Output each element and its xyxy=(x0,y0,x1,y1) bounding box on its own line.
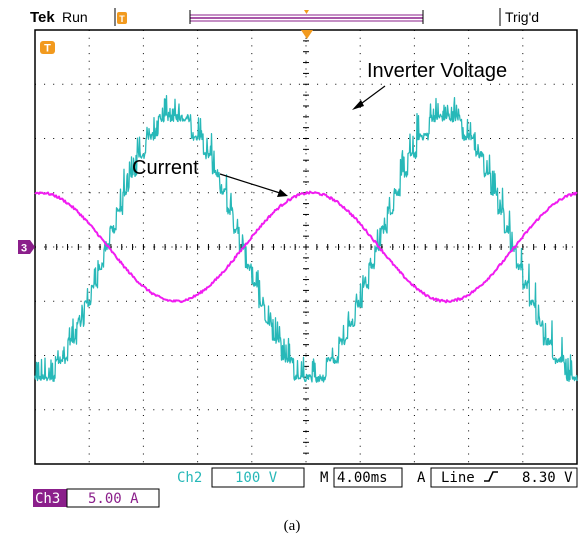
ch2-scale-box xyxy=(211,467,305,488)
trigger-mode-label: A xyxy=(417,470,426,486)
ch3-scale: 5.00 A xyxy=(88,491,139,507)
svg-text:T: T xyxy=(44,43,51,55)
timebase-box xyxy=(333,467,403,488)
record-position-bar xyxy=(189,10,424,24)
ch3-scale-box xyxy=(66,488,160,508)
timebase-value: 4.00ms xyxy=(337,470,388,486)
trigger-level-marker: T xyxy=(40,41,55,55)
trigger-level-value: 8.30 V xyxy=(522,470,573,486)
ch3-ground-marker: 3 xyxy=(18,240,35,255)
annotation-arrow-current xyxy=(219,173,288,197)
series-current xyxy=(34,190,578,304)
svg-text:T: T xyxy=(119,14,125,24)
ch3-label-box xyxy=(33,489,67,507)
ch2-scale: 100 V xyxy=(235,470,278,486)
waveform-layer xyxy=(34,95,578,383)
ch3-label: Ch3 xyxy=(35,491,60,507)
trigger-state: Trig'd xyxy=(505,9,539,25)
trigger-box xyxy=(430,467,578,488)
annotation-current: Current xyxy=(132,157,199,179)
trigger-point-marker xyxy=(301,30,313,39)
brand-label: Tek xyxy=(30,9,55,26)
annotation-arrow-voltage xyxy=(352,85,386,110)
trigger-source: Line xyxy=(441,470,475,486)
svg-text:3: 3 xyxy=(21,243,27,255)
series-inverter-voltage xyxy=(34,95,578,383)
record-trigger-marker xyxy=(304,10,309,14)
acquisition-state: Run xyxy=(62,9,88,25)
annotation-inverter-voltage: Inverter Voltage xyxy=(367,60,507,82)
graticule-grid xyxy=(34,29,578,465)
timebase-label: M xyxy=(320,470,328,486)
trigger-position-marker: T xyxy=(117,12,127,24)
trigger-slope-icon xyxy=(484,471,498,482)
ch2-label: Ch2 xyxy=(177,470,202,486)
figure-caption: (a) xyxy=(284,518,301,534)
